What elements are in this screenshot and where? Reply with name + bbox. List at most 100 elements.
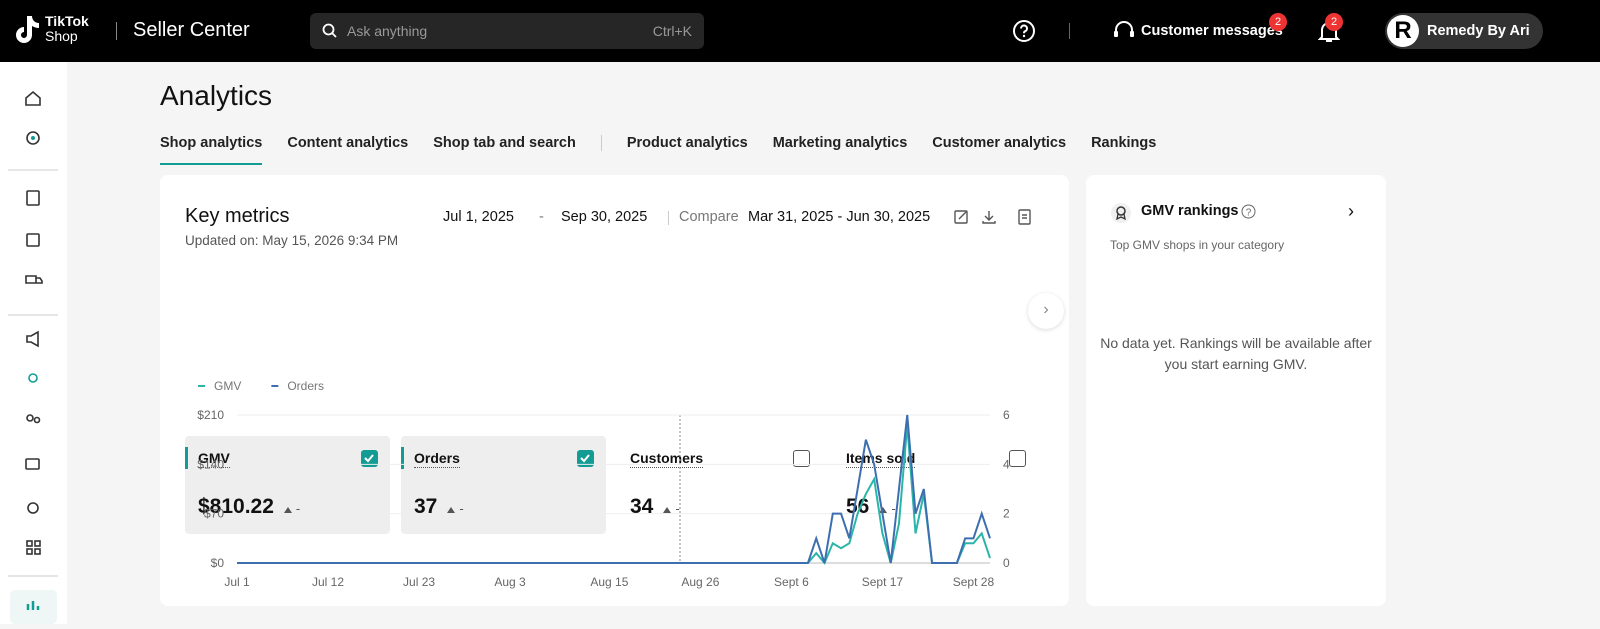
account-menu[interactable]: R Remedy By Ari: [1385, 13, 1543, 49]
tab[interactable]: Rankings: [1091, 135, 1157, 151]
y2-tick-label: 6: [1003, 408, 1010, 422]
change-text: -: [459, 501, 464, 516]
tab[interactable]: Shop tab and search: [433, 135, 576, 151]
search-shortcut: Ctrl+K: [652, 23, 692, 39]
checkbox[interactable]: [1009, 450, 1026, 467]
metric-value: 34: [630, 495, 654, 518]
date-end[interactable]: Sep 30, 2025: [561, 209, 648, 225]
metric-card[interactable]: GMV $810.22 -: [185, 436, 390, 534]
change-text: -: [891, 501, 896, 516]
metric-label: Orders: [401, 447, 460, 469]
customer-messages[interactable]: Customer messages: [1141, 23, 1283, 39]
x-tick-label: Jul 1: [224, 575, 250, 589]
search-placeholder: Ask anything: [347, 23, 428, 39]
legend-label: Orders: [287, 379, 324, 393]
metric-card[interactable]: Customers 34 -: [617, 436, 822, 534]
info-icon[interactable]: ?: [1241, 204, 1256, 219]
top-bar: TikTok Shop Seller Center Ask anything Ct…: [0, 0, 1600, 62]
data-line: [237, 424, 991, 565]
compare-range[interactable]: Mar 31, 2025 - Jun 30, 2025: [748, 209, 931, 225]
metric-change: -: [283, 501, 301, 516]
up-arrow: [663, 507, 672, 513]
metric-value: 37: [414, 495, 438, 518]
badge: 2: [1325, 13, 1343, 31]
app-name: Seller Center: [133, 19, 250, 41]
x-tick-label: Aug 26: [681, 575, 719, 589]
compare-label: Compare: [679, 209, 739, 225]
metric-card[interactable]: Orders 37 -: [401, 436, 606, 534]
tab[interactable]: Marketing analytics: [772, 135, 908, 151]
svg-text:?: ?: [1246, 208, 1252, 219]
search-box[interactable]: Ask anything Ctrl+K: [310, 13, 704, 49]
tab[interactable]: Content analytics: [287, 135, 409, 151]
chart: $0 $70 $140 $210 0 2 4 6 Jul 1 Jul 12 Jul 23 Aug 3 A…: [197, 379, 1010, 589]
tab[interactable]: Customer analytics: [932, 135, 1067, 151]
sidebar-icons: [8, 90, 58, 624]
metric-value: $810.22: [198, 495, 274, 518]
divider: [1069, 23, 1070, 39]
y2-tick-label: 4: [1003, 457, 1010, 471]
y2-tick-label: 0: [1003, 556, 1010, 570]
y-tick-label: $0: [211, 556, 225, 570]
next-button[interactable]: ›: [1028, 293, 1064, 329]
card-title: Key metrics: [185, 205, 290, 227]
messages-icon: [1114, 21, 1134, 37]
legend-label: GMV: [214, 379, 241, 393]
change-text: -: [295, 501, 301, 516]
tab[interactable]: Product analytics: [626, 135, 748, 151]
badge: 2: [1269, 13, 1287, 31]
metric-change: -: [663, 501, 680, 516]
checkbox[interactable]: [793, 450, 810, 467]
y-tick-label: $210: [197, 408, 224, 422]
rankings-card: GMV rankings ? › Top GMV shops in your c…: [1086, 175, 1386, 606]
open-rankings[interactable]: ›: [1348, 201, 1354, 221]
avatar: R: [1387, 15, 1419, 47]
data-line: [237, 414, 991, 564]
date-separator: -: [539, 209, 544, 225]
checkbox[interactable]: [577, 450, 594, 467]
metric-change: -: [447, 501, 464, 516]
x-tick-label: Jul 12: [312, 575, 344, 589]
check: [364, 454, 374, 463]
change-text: -: [675, 501, 680, 516]
up-arrow: [447, 507, 456, 513]
search-icon: [322, 23, 337, 38]
y2-tick-label: 2: [1003, 507, 1010, 521]
divider: [116, 22, 117, 40]
x-tick-label: Sept 28: [953, 575, 995, 589]
help-icon[interactable]: [1013, 20, 1035, 42]
sidebar: [0, 62, 67, 624]
rank-icon: [1111, 203, 1131, 223]
tabs: Shop analytics Content analytics Shop tab …: [160, 135, 1157, 165]
logo-icon: [16, 16, 39, 43]
tab-divider: [600, 135, 602, 151]
x-tick-label: Aug 3: [494, 575, 526, 589]
updated-time: Updated on: May 15, 2026 9:34 PM: [185, 233, 399, 248]
logo-text[interactable]: TikTok Shop: [45, 14, 89, 44]
rankings-subtitle: Top GMV shops in your category: [1110, 238, 1285, 252]
logo-top: TikTok: [45, 13, 89, 29]
account-name: Remedy By Ari: [1427, 23, 1530, 39]
y-tick-label: $140: [197, 457, 224, 471]
metric-change: -: [879, 501, 896, 516]
key-metrics-card: Key metrics Updated on: May 15, 2026 9:3…: [160, 175, 1069, 606]
x-tick-label: Jul 23: [403, 575, 435, 589]
metric-label: GMV: [185, 447, 230, 469]
x-tick-label: Sept 17: [862, 575, 904, 589]
x-tick-label: Sept 6: [774, 575, 809, 589]
up-arrow: [879, 507, 888, 513]
tab[interactable]: Shop analytics: [160, 135, 263, 165]
page-title: Analytics: [160, 80, 273, 111]
up-arrow: [283, 507, 292, 513]
x-tick-label: Aug 15: [590, 575, 628, 589]
checkbox[interactable]: [361, 450, 378, 467]
empty-state: No data yet. Rankings will be available …: [1100, 335, 1372, 372]
date-start[interactable]: Jul 1, 2025: [443, 209, 514, 225]
metric-label: Customers: [630, 450, 704, 468]
logo-bottom: Shop: [45, 28, 78, 44]
divider: [668, 211, 669, 225]
card-actions[interactable]: [953, 208, 1033, 226]
rankings-title: GMV rankings: [1141, 203, 1239, 219]
check: [580, 454, 590, 463]
